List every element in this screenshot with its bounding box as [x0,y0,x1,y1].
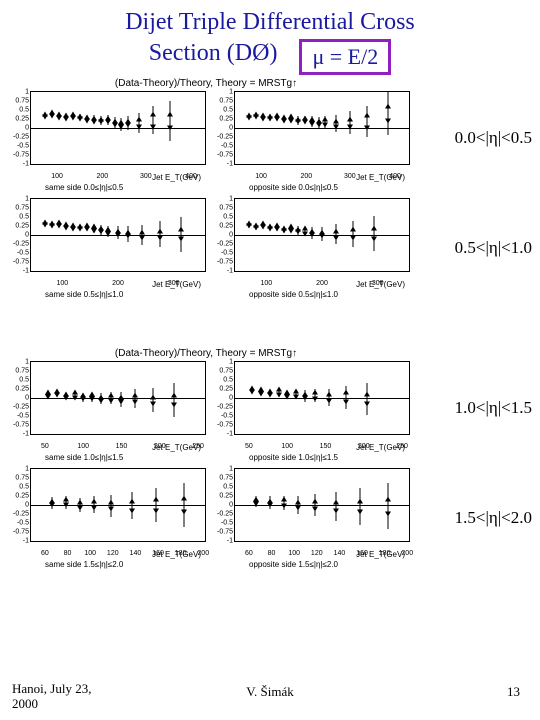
footer-location: Hanoi, July 23, 2000 [12,681,91,712]
eta-range-label: 1.0<|η|<1.5 [455,398,532,418]
x-axis-label: Jet E_T(GeV) [152,550,201,559]
x-axis-label: Jet E_T(GeV) [152,443,201,452]
x-axis-label: Jet E_T(GeV) [356,443,405,452]
chart-panel: -1-0.75-0.5-0.2500.250.50.75110020030040… [30,91,206,165]
footer-page: 13 [507,684,520,700]
x-axis-label: Jet E_T(GeV) [356,280,405,289]
chart-panel: -1-0.75-0.5-0.2500.250.50.75160801001201… [234,468,410,542]
panel-caption: same side 0.0≤|η|≤0.5 [45,183,123,192]
x-axis-label: Jet E_T(GeV) [152,280,201,289]
group-header: (Data-Theory)/Theory, Theory = MRSTg↑ [6,348,406,359]
mu-badge: μ = E/2 [299,39,391,75]
chart-panel: -1-0.75-0.5-0.2500.250.50.751100200300Je… [234,198,410,272]
x-axis-label: Jet E_T(GeV) [152,173,201,182]
group-header: (Data-Theory)/Theory, Theory = MRSTg↑ [6,78,406,89]
plots-area: (Data-Theory)/Theory, Theory = MRSTg↑ -1-… [0,78,540,668]
eta-range-label: 1.5<|η|<2.0 [455,508,532,528]
panel-group-0: (Data-Theory)/Theory, Theory = MRSTg↑ -1-… [6,78,406,167]
chart-panel: -1-0.75-0.5-0.2500.250.50.75110020030040… [234,91,410,165]
chart-panel: -1-0.75-0.5-0.2500.250.50.75150100150200… [30,361,206,435]
chart-panel: -1-0.75-0.5-0.2500.250.50.75160801001201… [30,468,206,542]
chart-panel: -1-0.75-0.5-0.2500.250.50.751100200300Je… [30,198,206,272]
eta-range-label: 0.0<|η|<0.5 [455,128,532,148]
panel-caption: opposite side 1.0≤|η|≤1.5 [249,453,338,462]
panel-group-1: -1-0.75-0.5-0.2500.250.50.751100200300Je… [6,198,406,274]
panel-caption: same side 1.5≤|η|≤2.0 [45,560,123,569]
footer-author: V. Šimák [246,684,293,700]
x-axis-label: Jet E_T(GeV) [356,550,405,559]
eta-range-label: 0.5<|η|<1.0 [455,238,532,258]
panel-caption: same side 0.5≤|η|≤1.0 [45,290,123,299]
panel-group-2: (Data-Theory)/Theory, Theory = MRSTg↑ -1-… [6,348,406,437]
panel-caption: opposite side 0.0≤|η|≤0.5 [249,183,338,192]
panel-caption: opposite side 1.5≤|η|≤2.0 [249,560,338,569]
panel-caption: same side 1.0≤|η|≤1.5 [45,453,123,462]
slide-title: Dijet Triple Differential Cross Section … [0,0,540,75]
x-axis-label: Jet E_T(GeV) [356,173,405,182]
panel-caption: opposite side 0.5≤|η|≤1.0 [249,290,338,299]
title-line-2: Section (DØ) [149,39,278,68]
chart-panel: -1-0.75-0.5-0.2500.250.50.75150100150200… [234,361,410,435]
title-line-1: Dijet Triple Differential Cross [0,8,540,37]
panel-group-3: -1-0.75-0.5-0.2500.250.50.75160801001201… [6,468,406,544]
